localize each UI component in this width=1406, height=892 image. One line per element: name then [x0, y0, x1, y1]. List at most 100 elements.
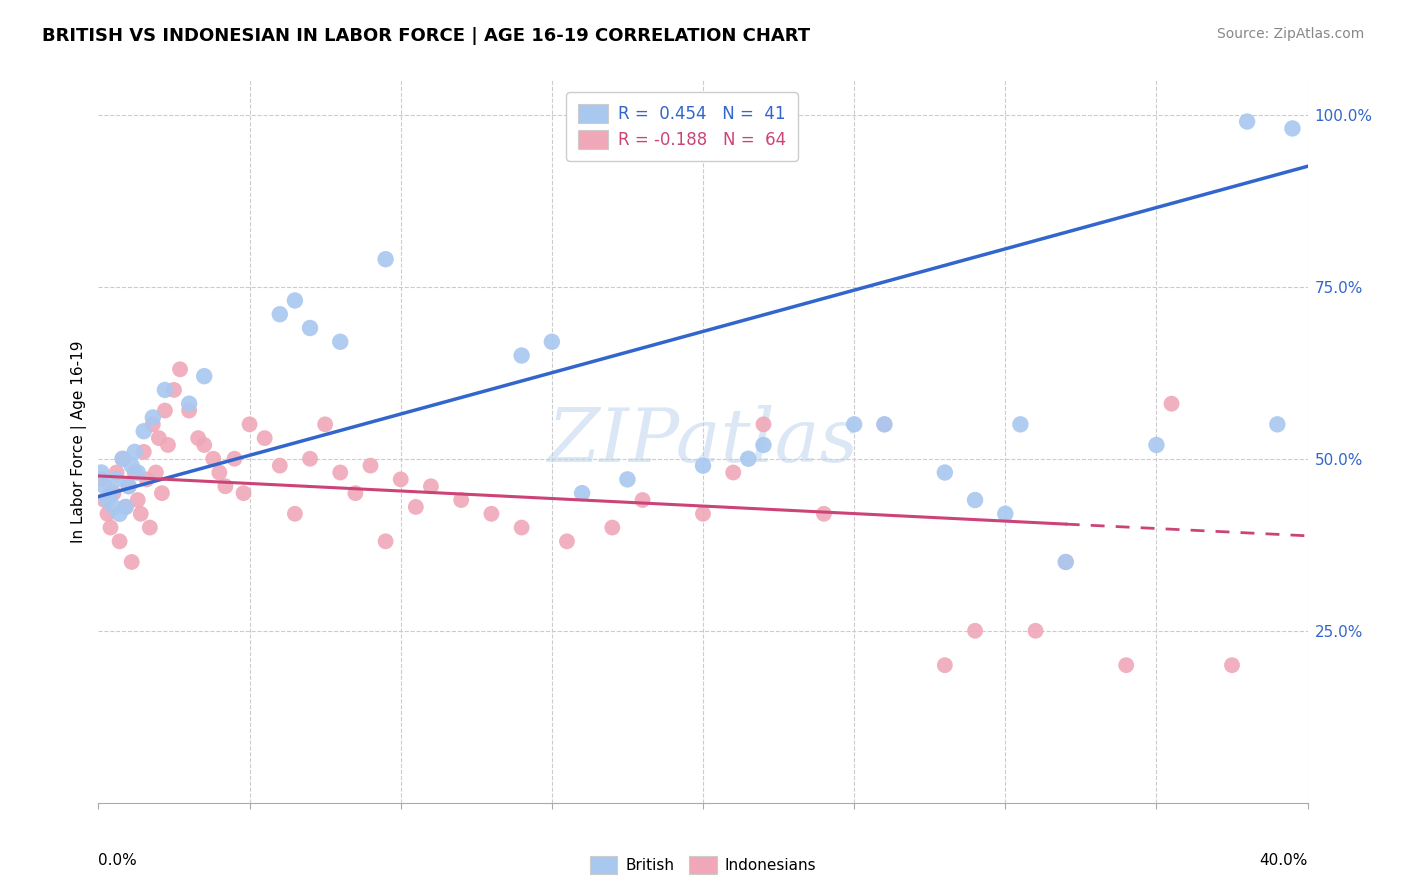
Point	[813, 507, 835, 521]
Point	[405, 500, 427, 514]
Point	[723, 466, 745, 480]
Text: ZIPatlas: ZIPatlas	[547, 405, 859, 478]
Point	[631, 493, 654, 508]
Point	[253, 431, 276, 445]
Point	[510, 349, 533, 363]
Point	[1054, 555, 1077, 569]
Point	[163, 383, 186, 397]
Point	[169, 362, 191, 376]
Point	[148, 431, 170, 445]
Point	[389, 472, 412, 486]
Point	[284, 293, 307, 308]
Text: 0.0%: 0.0%	[98, 854, 138, 869]
Point	[540, 334, 562, 349]
Point	[124, 466, 146, 480]
Point	[374, 534, 396, 549]
Point	[90, 466, 112, 480]
Point	[269, 307, 291, 321]
Point	[329, 334, 352, 349]
Point	[142, 417, 165, 432]
Point	[873, 417, 896, 432]
Point	[1281, 121, 1303, 136]
Point	[135, 472, 157, 486]
Point	[145, 466, 167, 480]
Point	[374, 252, 396, 267]
Point	[105, 472, 128, 486]
Point	[994, 507, 1017, 521]
Point	[96, 493, 118, 508]
Point	[111, 451, 134, 466]
Point	[844, 417, 866, 432]
Point	[90, 472, 112, 486]
Point	[1220, 658, 1243, 673]
Point	[299, 451, 322, 466]
Point	[571, 486, 593, 500]
Point	[96, 507, 118, 521]
Point	[124, 445, 146, 459]
Point	[239, 417, 262, 432]
Point	[873, 417, 896, 432]
Point	[692, 507, 714, 521]
Point	[93, 493, 115, 508]
Text: Source: ZipAtlas.com: Source: ZipAtlas.com	[1216, 27, 1364, 41]
Point	[965, 624, 987, 638]
Point	[360, 458, 382, 473]
Point	[510, 520, 533, 534]
Point	[752, 417, 775, 432]
Point	[114, 500, 136, 514]
Point	[193, 438, 215, 452]
Point	[127, 466, 149, 480]
Point	[616, 472, 638, 486]
Point	[481, 507, 503, 521]
Point	[208, 466, 231, 480]
Legend: British, Indonesians: British, Indonesians	[583, 850, 823, 880]
Point	[129, 507, 152, 521]
Point	[111, 451, 134, 466]
Y-axis label: In Labor Force | Age 16-19: In Labor Force | Age 16-19	[72, 340, 87, 543]
Point	[284, 507, 307, 521]
Point	[420, 479, 443, 493]
Point	[232, 486, 254, 500]
Point	[150, 486, 173, 500]
Point	[1010, 417, 1032, 432]
Point	[934, 466, 956, 480]
Point	[153, 383, 176, 397]
Point	[269, 458, 291, 473]
Point	[314, 417, 336, 432]
Point	[1267, 417, 1289, 432]
Point	[187, 431, 209, 445]
Point	[1054, 555, 1077, 569]
Point	[132, 424, 155, 438]
Point	[118, 479, 141, 493]
Point	[108, 534, 131, 549]
Point	[214, 479, 236, 493]
Point	[299, 321, 322, 335]
Text: BRITISH VS INDONESIAN IN LABOR FORCE | AGE 16-19 CORRELATION CHART: BRITISH VS INDONESIAN IN LABOR FORCE | A…	[42, 27, 810, 45]
Point	[153, 403, 176, 417]
Point	[114, 500, 136, 514]
Point	[329, 466, 352, 480]
Point	[1160, 397, 1182, 411]
Point	[1115, 658, 1137, 673]
Point	[108, 507, 131, 521]
Point	[602, 520, 624, 534]
Point	[555, 534, 578, 549]
Point	[100, 486, 122, 500]
Point	[93, 479, 115, 493]
Point	[737, 451, 759, 466]
Point	[103, 486, 125, 500]
Text: 40.0%: 40.0%	[1260, 854, 1308, 869]
Point	[965, 493, 987, 508]
Point	[1144, 438, 1167, 452]
Point	[1236, 114, 1258, 128]
Point	[121, 458, 143, 473]
Point	[202, 451, 225, 466]
Point	[344, 486, 367, 500]
Point	[127, 493, 149, 508]
Point	[934, 658, 956, 673]
Point	[121, 555, 143, 569]
Point	[118, 479, 141, 493]
Point	[692, 458, 714, 473]
Point	[179, 397, 201, 411]
Point	[450, 493, 472, 508]
